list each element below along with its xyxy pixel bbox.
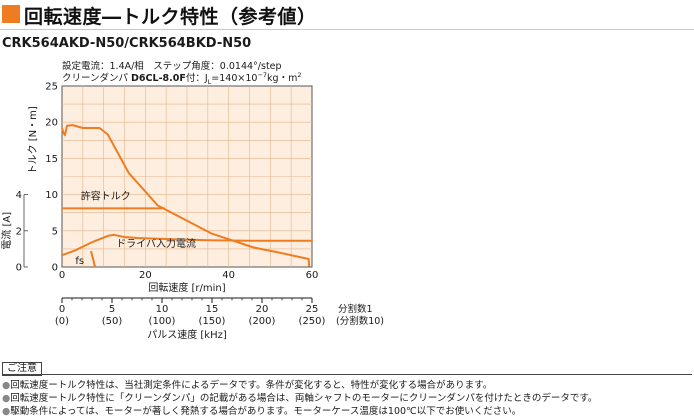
x-tick-label: 20 [139, 270, 152, 281]
x-tick-label: 60 [306, 270, 319, 281]
pulse-legend-div10: (分割数10) [336, 315, 384, 327]
series-label-driver-current: ドライバ入力電流 [116, 237, 196, 250]
series-line [61, 124, 311, 267]
condition-inertia-subscript: L [207, 77, 212, 86]
bullet-icon: ● [2, 406, 11, 417]
condition-line-1: 設定電流：1.4A/相 ステップ角度：0.0144°/step [62, 61, 282, 72]
pulse-tick-label-div10: (150) [199, 316, 226, 327]
note-item: ●回転速度ートルク特性は、当社測定条件によるデータです。条件が変化すると、特性が… [2, 377, 492, 391]
current-tick-label: 2 [16, 226, 22, 237]
torque-tick-label: 0 [52, 263, 58, 274]
condition-inertia-unit: kg・m [267, 73, 298, 84]
torque-axis-label: トルク [N・m] [27, 106, 39, 174]
x-tick-label: 40 [222, 270, 235, 281]
condition-inertia-value: =140×10 [211, 73, 258, 84]
note-item: ●駆動条件によっては、モーターが著しく発熱する場合があります。モーターケース温度… [2, 403, 521, 417]
x-tick-label: 0 [59, 270, 65, 281]
torque-tick-label: 10 [45, 190, 58, 201]
page-header: 回転速度―トルク特性（参考値） [0, 0, 694, 30]
series-label-fs: fs [75, 256, 84, 267]
pulse-tick-label: 5 [109, 304, 115, 315]
torque-tick-label: 5 [52, 226, 58, 237]
condition-inertia-exponent: −7 [257, 70, 268, 79]
grid-lines [62, 86, 312, 267]
model-name: CRK564AKD-N50/CRK564BKD-N50 [2, 36, 252, 51]
orange-square-icon [2, 5, 20, 23]
note-text: 駆動条件によっては、モーターが著しく発熱する場合があります。モーターケース温度は… [10, 406, 522, 417]
condition-damper-prefix: クリーンダンパ [62, 73, 132, 84]
current-axis-label: 電流 [A] [0, 212, 13, 250]
bullet-icon: ● [2, 393, 11, 404]
series-group [61, 124, 313, 268]
pulse-tick-label-div10: (100) [149, 316, 176, 327]
pulse-tick-label: 15 [206, 304, 219, 315]
pulse-tick-label: 10 [156, 304, 169, 315]
series-label-allowable-torque: 許容トルク [81, 190, 131, 203]
bullet-icon: ● [2, 380, 11, 391]
pulse-tick-label-div10: (50) [102, 316, 123, 327]
pulse-tick-label-div10: (200) [249, 316, 276, 327]
condition-line-2: クリーンダンパ D6CL-8.0F付：JL=140×10−7kg・m2 [62, 70, 301, 86]
condition-inertia-unit-exponent: 2 [297, 70, 302, 79]
condition-damper-model: D6CL-8.0F [131, 73, 186, 84]
x-axis-label: 回転速度 [r/min] [148, 281, 225, 294]
series-line [90, 250, 96, 268]
page-title: 回転速度―トルク特性（参考値） [24, 6, 317, 28]
pulse-tick-label-div10: (250) [299, 316, 326, 327]
pulse-tick-label: 0 [59, 304, 65, 315]
note-item: ●回転速度ートルク特性に「クリーンダンパ」の記載がある場合は、両軸シャフトのモー… [2, 390, 597, 404]
header-divider [0, 29, 694, 30]
series-line [61, 233, 313, 257]
torque-tick-label: 25 [45, 82, 58, 93]
pulse-tick-label: 25 [306, 304, 319, 315]
note-text: 回転速度ートルク特性は、当社測定条件によるデータです。条件が変化すると、特性が変… [10, 380, 493, 391]
current-tick-label: 4 [16, 190, 22, 201]
torque-tick-label: 15 [45, 154, 58, 165]
axes-group [23, 194, 313, 303]
notes-divider [2, 374, 692, 375]
current-tick-label: 0 [16, 263, 22, 274]
condition-inertia-label: 付：J [185, 73, 208, 84]
pulse-tick-label: 20 [256, 304, 269, 315]
notes-heading: ご注意 [2, 362, 42, 376]
pulse-tick-label-div10: (0) [55, 316, 69, 327]
torque-tick-label: 20 [45, 118, 58, 129]
pulse-legend-div1: 分割数1 [338, 303, 373, 315]
pulse-axis-label: パルス速度 [kHz] [147, 328, 227, 341]
note-text: 回転速度ートルク特性に「クリーンダンパ」の記載がある場合は、両軸シャフトのモータ… [10, 393, 598, 404]
